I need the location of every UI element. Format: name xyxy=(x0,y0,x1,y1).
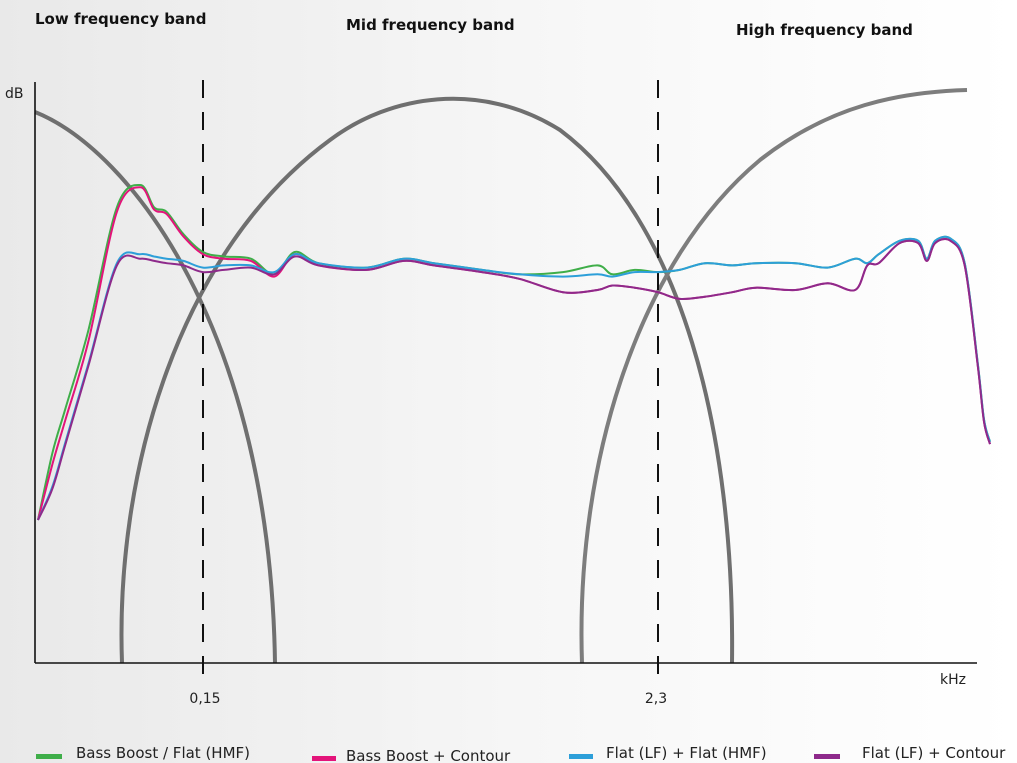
legend-swatch xyxy=(312,756,336,761)
band-title-mid: Mid frequency band xyxy=(346,16,515,34)
band-curves-layer xyxy=(34,88,968,664)
x-axis-label: kHz xyxy=(940,672,966,688)
legend-label: Bass Boost + Contour xyxy=(346,747,511,763)
series-line-3 xyxy=(37,235,991,521)
x-tick-label: 0,15 xyxy=(189,691,220,707)
high-band-curve xyxy=(579,88,968,664)
band-title-high: High frequency band xyxy=(736,21,913,39)
x-tick-label: 2,3 xyxy=(645,691,667,707)
legend-swatch xyxy=(36,754,62,759)
text-layer: Low frequency band Mid frequency band Hi… xyxy=(5,10,966,707)
crossover-lines-layer xyxy=(202,80,659,680)
axes-layer xyxy=(34,82,977,664)
low-band-curve xyxy=(34,110,277,664)
legend-label: Bass Boost / Flat (HMF) xyxy=(76,744,250,762)
series-line-4 xyxy=(37,238,991,521)
series-layer xyxy=(37,183,991,521)
series-line-2 xyxy=(37,186,991,521)
legend-swatch xyxy=(569,754,593,759)
legend-label: Flat (LF) + Contour xyxy=(862,744,1006,762)
legend-swatch xyxy=(814,754,840,759)
series-line-1 xyxy=(37,183,991,521)
band-title-low: Low frequency band xyxy=(35,10,206,28)
mid-band-curve xyxy=(119,96,735,664)
y-axis-label: dB xyxy=(5,86,24,102)
legend: Bass Boost / Flat (HMF) Bass Boost + Con… xyxy=(36,744,1006,763)
legend-label: Flat (LF) + Flat (HMF) xyxy=(606,744,767,762)
